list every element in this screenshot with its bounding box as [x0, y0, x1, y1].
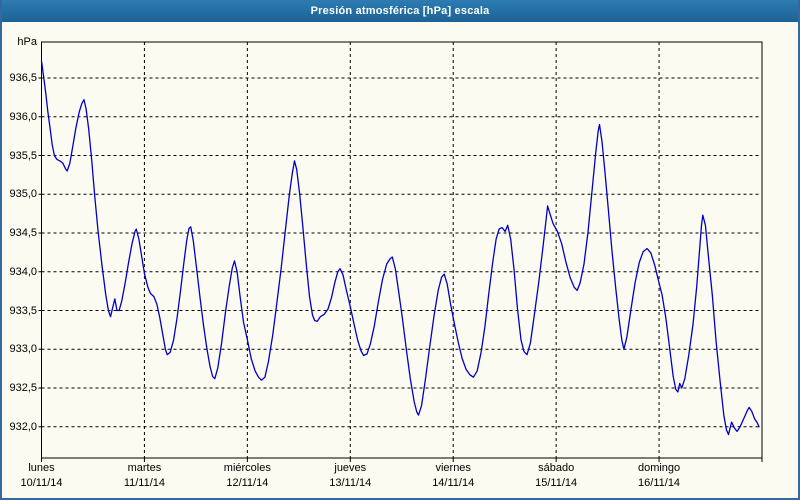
x-tick-day: martes — [127, 462, 162, 474]
x-tick-date: 13/11/14 — [329, 477, 372, 489]
x-tick-label: viernes 14/11/14 — [408, 461, 498, 491]
y-tick-label: 934,0 — [9, 265, 37, 278]
pressure-line — [40, 60, 760, 436]
y-tick-label: 935,0 — [9, 188, 37, 201]
y-axis-unit-label: hPa — [17, 36, 37, 48]
x-tick-day: lunes — [28, 462, 55, 474]
x-tick-label: miércoles 12/11/14 — [202, 461, 292, 491]
y-tick-label: 936,0 — [9, 110, 37, 123]
x-tick-day: miércoles — [223, 462, 271, 474]
y-tick-label: 935,5 — [9, 149, 37, 162]
x-tick-date: 12/11/14 — [226, 477, 269, 489]
chart-title-bar: Presión atmosférica [hPa] escala — [2, 0, 798, 22]
y-tick-label: 933,0 — [9, 343, 37, 356]
x-tick-label: lunes 10/11/14 — [2, 461, 87, 491]
x-tick-label: domingo 16/11/14 — [614, 461, 704, 491]
x-tick-date: 16/11/14 — [638, 477, 681, 489]
x-tick-day: domingo — [637, 462, 681, 474]
x-tick-date: 11/11/14 — [123, 477, 166, 489]
x-tick-date: 14/11/14 — [432, 477, 475, 489]
x-tick-date: 15/11/14 — [535, 477, 578, 489]
y-tick-label: 933,5 — [9, 304, 37, 317]
x-tick-label: sábado 15/11/14 — [511, 461, 601, 491]
plot-border — [41, 41, 763, 459]
x-tick-label: martes 11/11/14 — [99, 461, 189, 491]
chart-title: Presión atmosférica [hPa] escala — [310, 5, 490, 17]
y-tick-label: 932,5 — [9, 382, 37, 394]
x-tick-date: 10/11/14 — [20, 477, 63, 489]
y-tick-label: 936,5 — [9, 72, 37, 84]
x-tick-day: viernes — [435, 462, 471, 474]
x-tick-day: sábado — [538, 462, 575, 474]
y-tick-label: 934,5 — [9, 227, 37, 239]
x-tick-label: jueves 13/11/14 — [305, 461, 395, 491]
x-tick-day: jueves — [334, 462, 367, 474]
y-tick-label: 932,0 — [9, 420, 37, 433]
